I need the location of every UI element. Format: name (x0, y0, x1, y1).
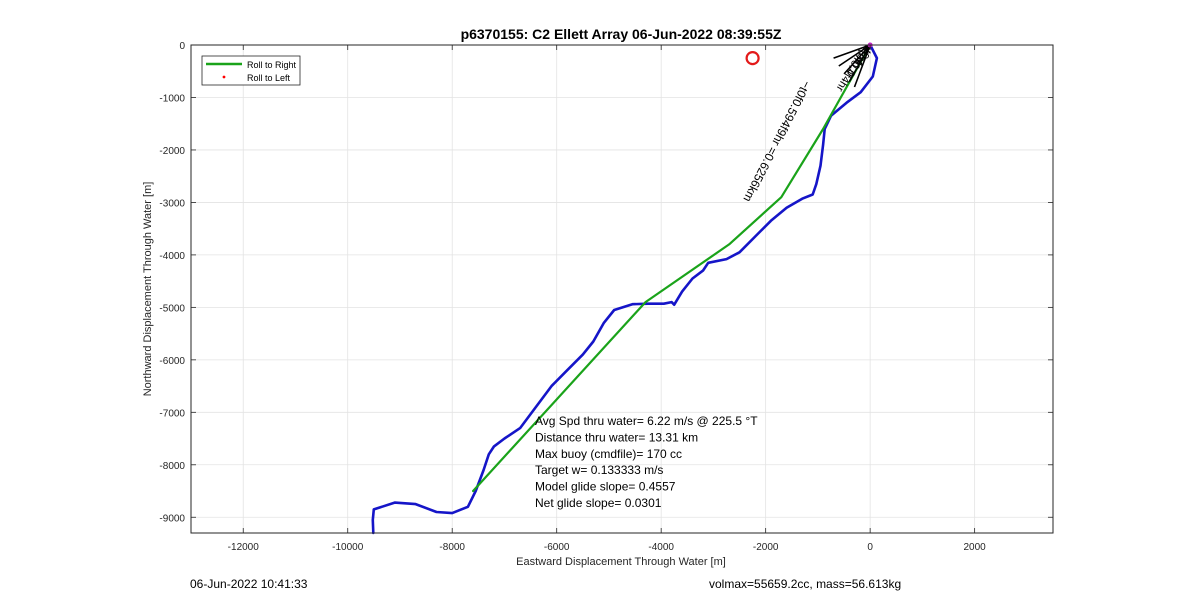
x-tick-label: 2000 (964, 542, 987, 553)
x-tick-label: -2000 (753, 542, 779, 553)
x-tick-label: -10000 (332, 542, 364, 553)
annotation-line: Model glide slope= 0.4557 (535, 480, 676, 494)
annotation-line: Max buoy (cmdfile)= 170 cc (535, 447, 682, 461)
legend-box (201, 55, 301, 86)
legend-label-roll-left: Roll to Left (247, 73, 291, 83)
series-line-roll-right (472, 43, 872, 493)
x-tick-label: -12000 (228, 542, 260, 553)
stats-annotation: Avg Spd thru water= 6.22 m/s @ 225.5 °T D… (535, 414, 758, 510)
annotation-line: Net glide slope= 0.0301 (535, 496, 662, 510)
y-tick-label: -7000 (159, 408, 185, 419)
plot-frame (190, 44, 1054, 534)
waypoint-line (853, 44, 871, 88)
annotation-line: Avg Spd thru water= 6.22 m/s @ 225.5 °T (535, 414, 758, 428)
legend: Roll to Right Roll to Left (201, 55, 301, 86)
series-layer (371, 43, 879, 535)
y-tick-label: -8000 (159, 461, 185, 472)
target-circle-marker (745, 51, 760, 66)
x-tick-label: -8000 (439, 542, 465, 553)
y-tick-label: -4000 (159, 251, 185, 262)
x-axis-label: Eastward Displacement Through Water [m] (516, 556, 726, 568)
series-line-track (371, 43, 879, 535)
waypoint-line (843, 44, 871, 75)
y-tick-label: 0 (179, 41, 185, 52)
y-tick-label: -1000 (159, 93, 185, 104)
annotation-line: Distance thru water= 13.31 km (535, 430, 698, 444)
waypoint-line (848, 44, 871, 83)
footer-stats: volmax=55659.2cc, mass=56.613kg (709, 577, 902, 591)
axes-ticks: -12000 -10000 -8000 -6000 -4000 -2000 0 2000 0 -1… (159, 41, 1053, 553)
waypoint-line (838, 44, 871, 67)
plot-area (191, 45, 1053, 533)
x-tick-label: -4000 (648, 542, 674, 553)
x-tick-label: 0 (867, 542, 873, 553)
x-tick-label: -6000 (544, 542, 570, 553)
y-tick-label: -3000 (159, 198, 185, 209)
legend-label-roll-right: Roll to Right (247, 60, 297, 70)
annotation-line: Target w= 0.133333 m/s (535, 463, 663, 477)
y-tick-label: -5000 (159, 303, 185, 314)
y-tick-label: -9000 (159, 513, 185, 524)
waypoint-line (833, 44, 871, 59)
y-tick-label: -2000 (159, 146, 185, 157)
legend-swatch-roll-left (222, 75, 226, 79)
chart-title: p6370155: C2 Ellett Array 06-Jun-2022 08… (461, 26, 782, 42)
y-axis-label: Northward Displacement Through Water [m] (142, 182, 154, 397)
y-tick-label: -6000 (159, 356, 185, 367)
footer-timestamp: 06-Jun-2022 10:41:33 (190, 577, 308, 591)
